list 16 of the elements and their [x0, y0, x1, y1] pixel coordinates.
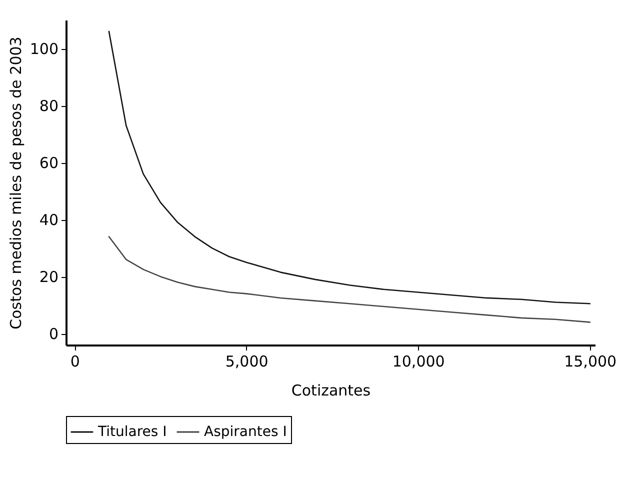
x-axis-title: Cotizantes	[291, 382, 371, 400]
legend-label: Titulares I	[97, 424, 167, 440]
y-axis-title: Costos medios miles de pesos de 2003	[6, 36, 25, 330]
x-tick-label: 0	[70, 352, 80, 370]
y-tick-label: 100	[30, 40, 58, 58]
y-tick-label: 0	[48, 325, 58, 344]
line-series	[108, 236, 590, 323]
y-tick-label: 80	[39, 97, 58, 116]
x-tick-label: 15,000	[564, 352, 617, 370]
x-tick-label: 5,000	[225, 352, 268, 370]
y-tick-label: 40	[39, 211, 58, 230]
y-tick-label: 20	[39, 268, 58, 286]
y-tick-label: 60	[39, 154, 58, 172]
x-tick-label: 10,000	[392, 352, 445, 370]
legend-label: Aspirantes I	[204, 424, 287, 440]
line-series	[108, 30, 590, 304]
